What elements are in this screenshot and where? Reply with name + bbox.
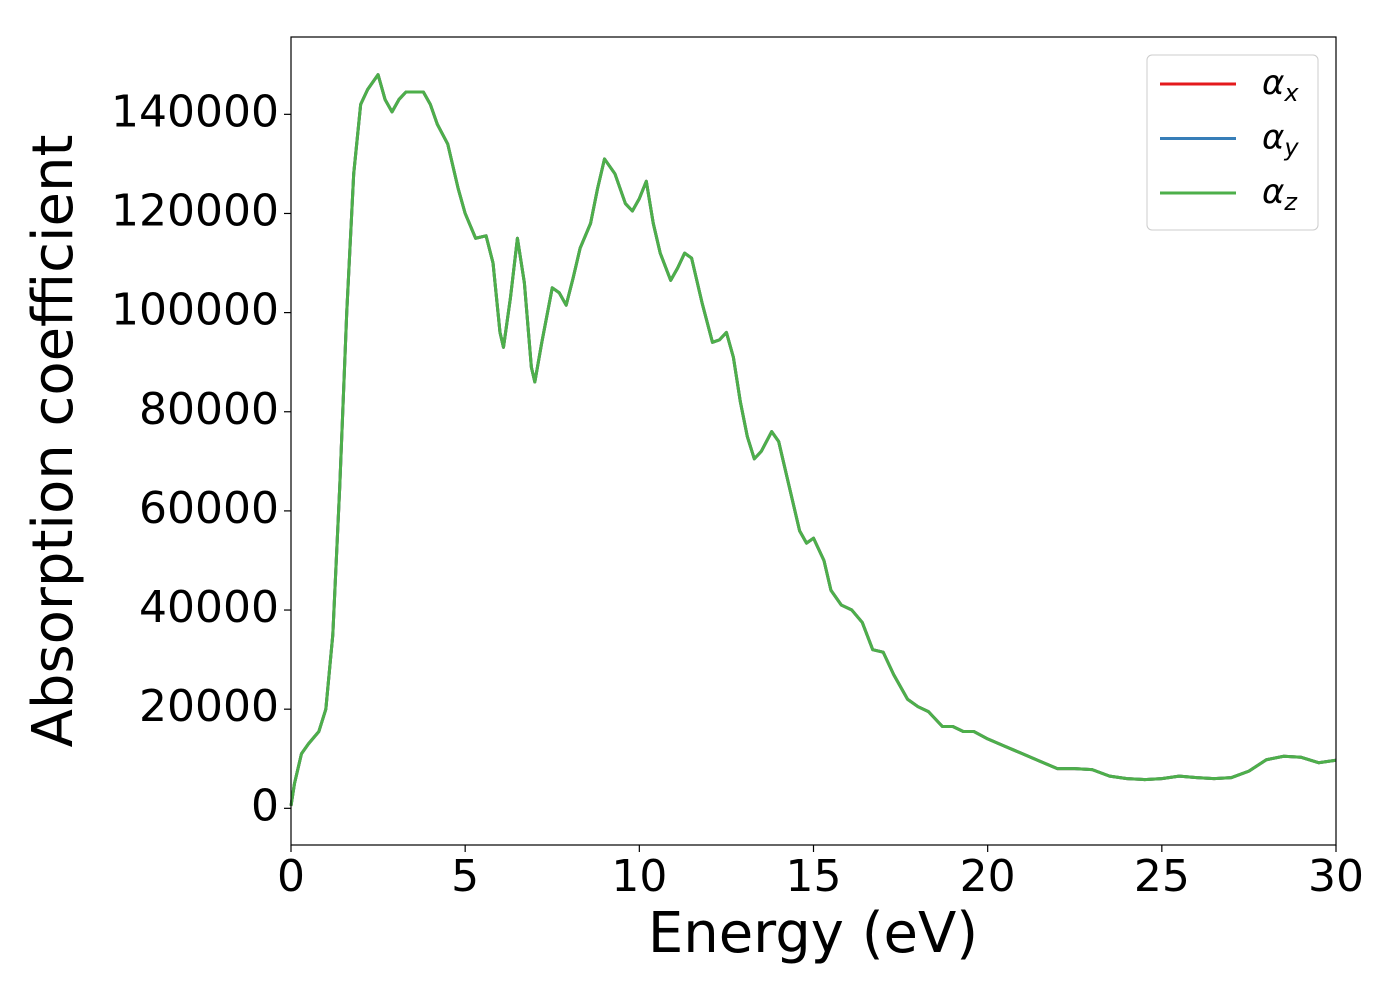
plot-frame xyxy=(290,36,1337,846)
x-tick-label: 20 xyxy=(960,851,1016,902)
x-tick-label: 0 xyxy=(277,851,305,902)
legend-label: αz xyxy=(1262,172,1298,217)
x-tick-label: 10 xyxy=(611,851,667,902)
x-axis-label: Energy (eV) xyxy=(648,901,978,966)
y-tick-label: 100000 xyxy=(111,285,279,336)
y-tick-label: 80000 xyxy=(139,384,279,435)
legend-label: αx xyxy=(1262,63,1299,108)
y-tick-label: 0 xyxy=(251,780,279,831)
y-axis-label: Absorption coefficient xyxy=(21,135,86,748)
y-tick-label: 120000 xyxy=(111,185,279,236)
x-tick-label: 25 xyxy=(1134,851,1190,902)
legend-label: αy xyxy=(1262,117,1299,162)
series-line xyxy=(289,73,1337,807)
legend-box xyxy=(1146,54,1319,231)
y-tick-label: 140000 xyxy=(111,86,279,137)
x-tick-label: 15 xyxy=(786,851,842,902)
y-tick-label: 20000 xyxy=(139,681,279,732)
y-tick-label: 60000 xyxy=(139,483,279,534)
x-tick-label: 30 xyxy=(1308,851,1364,902)
x-tick-label: 5 xyxy=(451,851,479,902)
y-tick-label: 40000 xyxy=(139,582,279,633)
